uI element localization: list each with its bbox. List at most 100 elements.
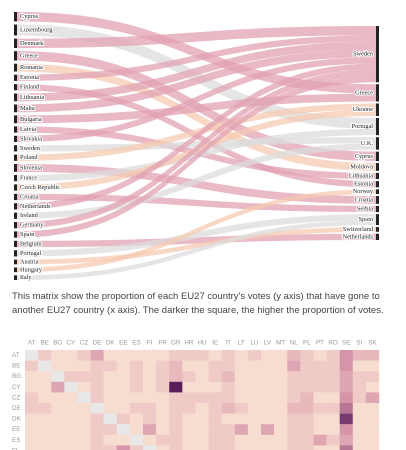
flow	[17, 24, 376, 129]
column-label: SE	[342, 340, 350, 347]
heat-cell	[208, 381, 222, 393]
heat-cell	[77, 381, 91, 393]
heat-cell	[365, 445, 380, 450]
heat-cell	[38, 413, 52, 425]
heat-cell	[77, 403, 91, 414]
source-label: France	[20, 175, 37, 182]
source-bar	[14, 164, 17, 172]
heat-cell	[116, 360, 131, 372]
flow	[17, 63, 376, 171]
heat-cell	[274, 413, 288, 425]
column-label: HR	[184, 340, 194, 347]
heat-cell	[300, 434, 314, 446]
heat-cell	[25, 434, 39, 446]
heat-cell	[313, 413, 327, 425]
diagonal-cell	[129, 434, 144, 446]
heat-cell	[90, 413, 104, 425]
heat-cell	[221, 371, 235, 382]
heat-cell	[300, 424, 314, 435]
heat-cell	[90, 371, 104, 382]
heat-cell	[274, 350, 288, 361]
heat-cell	[326, 392, 340, 404]
heat-cell	[51, 392, 65, 404]
heat-cell	[156, 381, 170, 393]
heat-cell	[339, 445, 353, 450]
row-label: CY	[12, 384, 22, 391]
heat-cell	[156, 392, 170, 404]
source-bar	[14, 212, 17, 219]
target-bar	[376, 103, 379, 116]
column-label: BE	[40, 340, 48, 347]
heat-cell	[339, 403, 353, 414]
target-label: Serbia	[357, 205, 373, 212]
heat-cell	[287, 360, 301, 372]
source-label: Bulgaria	[20, 116, 42, 123]
heat-cell	[326, 413, 340, 425]
heat-cell	[326, 403, 340, 414]
heat-cell	[221, 360, 235, 372]
heat-cell	[90, 360, 104, 372]
heat-cell	[77, 445, 91, 450]
column-label: FR	[158, 340, 167, 347]
target-bar	[376, 26, 379, 83]
diagonal-cell	[90, 403, 104, 414]
heat-cell	[234, 350, 249, 361]
source-label: Denmark	[20, 40, 44, 47]
heat-cell	[38, 403, 52, 414]
flow	[17, 41, 376, 102]
heat-cell	[143, 360, 157, 372]
flow	[17, 76, 376, 238]
heat-cell	[156, 360, 170, 372]
heat-cell	[261, 445, 275, 450]
heat-cell	[182, 392, 196, 404]
heat-cell	[352, 413, 367, 425]
heat-cell	[195, 424, 209, 435]
heat-cell	[182, 371, 196, 382]
column-label: SK	[368, 340, 377, 347]
heat-cell	[326, 360, 340, 372]
heat-cell	[300, 413, 314, 425]
heat-cell	[339, 413, 353, 425]
heat-cell	[51, 403, 65, 414]
column-label: FI	[147, 340, 153, 347]
heat-cell	[143, 381, 157, 393]
heat-cell	[25, 445, 39, 450]
heat-cell	[77, 434, 91, 446]
heat-cell	[90, 434, 104, 446]
target-label: Norway	[353, 188, 374, 195]
flow	[17, 12, 376, 94]
heat-cell	[156, 424, 170, 435]
heat-cell	[169, 424, 183, 435]
heat-cell	[287, 424, 301, 435]
column-label: DE	[93, 340, 102, 347]
heat-cell	[352, 381, 367, 393]
heat-cell	[195, 392, 209, 404]
heat-cell	[313, 445, 327, 450]
diagonal-cell	[103, 413, 117, 425]
flow	[17, 137, 376, 152]
heat-cell	[287, 371, 301, 382]
heat-cell	[64, 392, 78, 404]
heat-cell	[326, 445, 340, 450]
heat-cell	[287, 350, 301, 361]
target-bar	[376, 151, 379, 162]
heat-cell	[339, 350, 353, 361]
heat-cell	[261, 360, 275, 372]
source-bar	[14, 93, 17, 102]
heat-cell	[195, 371, 209, 382]
heat-cell	[313, 434, 327, 446]
heat-cell	[274, 424, 288, 435]
heat-cell	[247, 392, 262, 404]
heat-cell	[64, 350, 78, 361]
row-label: CZ	[12, 394, 21, 401]
flow	[17, 143, 376, 219]
heat-cell	[169, 350, 183, 361]
heat-cell	[287, 392, 301, 404]
heat-cell	[64, 360, 78, 372]
heat-cell	[182, 445, 196, 450]
heat-cell	[195, 403, 209, 414]
heat-cell	[221, 445, 235, 450]
source-label: Belgium	[20, 240, 42, 247]
heat-cell	[208, 392, 222, 404]
source-label: Germany	[20, 222, 44, 229]
